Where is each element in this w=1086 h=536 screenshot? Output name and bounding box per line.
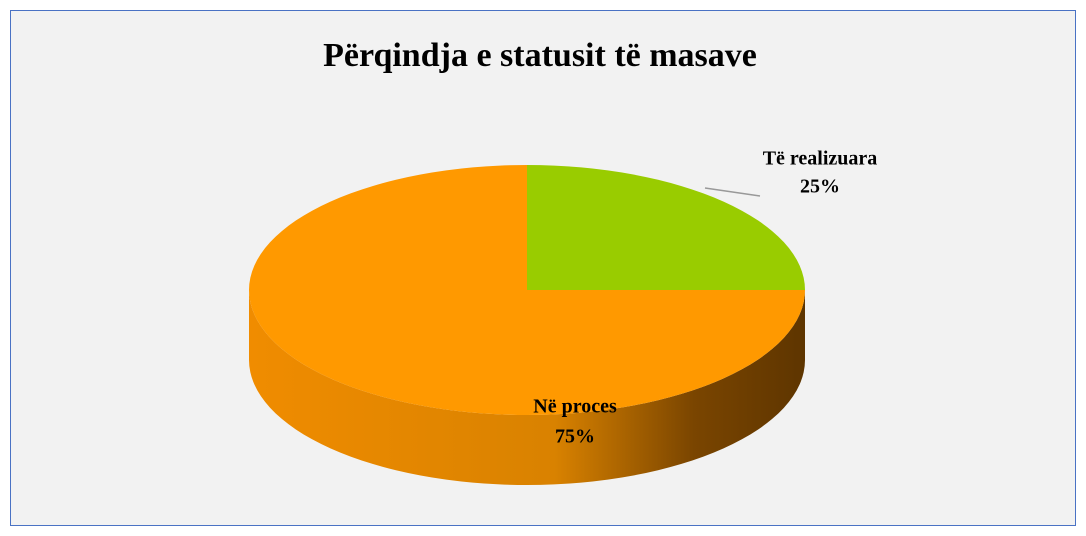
leader-line [704,187,761,197]
slice-value: 75% [555,426,595,448]
slice-value: 25% [800,176,840,198]
pie-slice [249,165,805,415]
pie-side [249,290,805,485]
slice-label: Në proces [533,396,617,418]
chart-title: Përqindja e statusit të masave [323,37,757,74]
slice-label: Të realizuara [763,148,878,170]
pie-slice [527,165,805,290]
